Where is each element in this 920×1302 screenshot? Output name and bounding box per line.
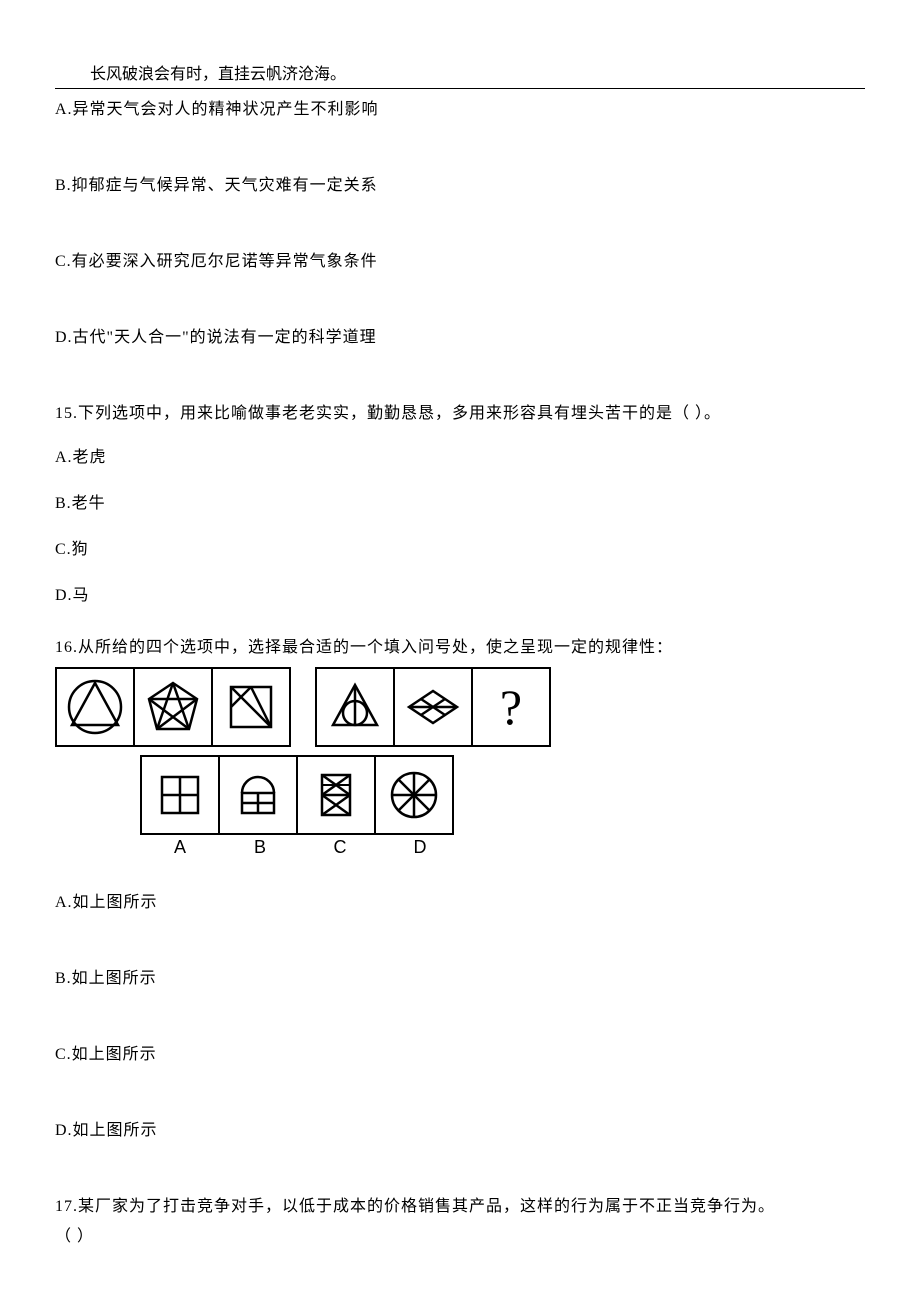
q16-option-c: C.如上图所示 <box>55 1040 865 1064</box>
q16-figure-options <box>140 755 865 835</box>
q14-option-a: A.异常天气会对人的精神状况产生不利影响 <box>55 95 865 119</box>
q15-stem: 15.下列选项中，用来比喻做事老老实实，勤勤恳恳，多用来形容具有埋头苦干的是（ … <box>55 399 865 423</box>
fig-opt-d <box>376 757 452 833</box>
q16-stem: 16.从所给的四个选项中，选择最合适的一个填入问号处，使之呈现一定的规律性： <box>55 633 865 657</box>
fig-1-2 <box>135 669 213 745</box>
label-d: D <box>380 837 460 858</box>
q16-option-labels: A B C D <box>140 837 865 858</box>
q17-paren: （ ） <box>55 1222 865 1246</box>
q15-option-a: A.老虎 <box>55 443 865 467</box>
q14-option-b: B.抑郁症与气候异常、天气灾难有一定关系 <box>55 171 865 195</box>
label-a: A <box>140 837 220 858</box>
q16-figure-sequence: ? <box>55 667 865 747</box>
label-c: C <box>300 837 380 858</box>
header-quote: 长风破浪会有时，直挂云帆济沧海。 <box>90 60 865 88</box>
fig-opt-b <box>220 757 298 833</box>
label-b: B <box>220 837 300 858</box>
q15-option-d: D.马 <box>55 581 865 605</box>
fig-opt-a <box>142 757 220 833</box>
question-mark-icon: ? <box>500 678 522 736</box>
q16-option-a: A.如上图所示 <box>55 888 865 912</box>
fig-opt-c <box>298 757 376 833</box>
q17-stem: 17.某厂家为了打击竞争对手，以低于成本的价格销售其产品，这样的行为属于不正当竞… <box>55 1192 865 1216</box>
q15-option-c: C.狗 <box>55 535 865 559</box>
q16-option-d: D.如上图所示 <box>55 1116 865 1140</box>
fig-1-3 <box>213 669 289 745</box>
fig-1-5 <box>395 669 473 745</box>
q14-option-d: D.古代"天人合一"的说法有一定的科学道理 <box>55 323 865 347</box>
fig-1-1 <box>57 669 135 745</box>
q16-option-b: B.如上图所示 <box>55 964 865 988</box>
q14-option-c: C.有必要深入研究厄尔尼诺等异常气象条件 <box>55 247 865 271</box>
q15-option-b: B.老牛 <box>55 489 865 513</box>
fig-1-4 <box>317 669 395 745</box>
fig-1-6-question: ? <box>473 669 549 745</box>
